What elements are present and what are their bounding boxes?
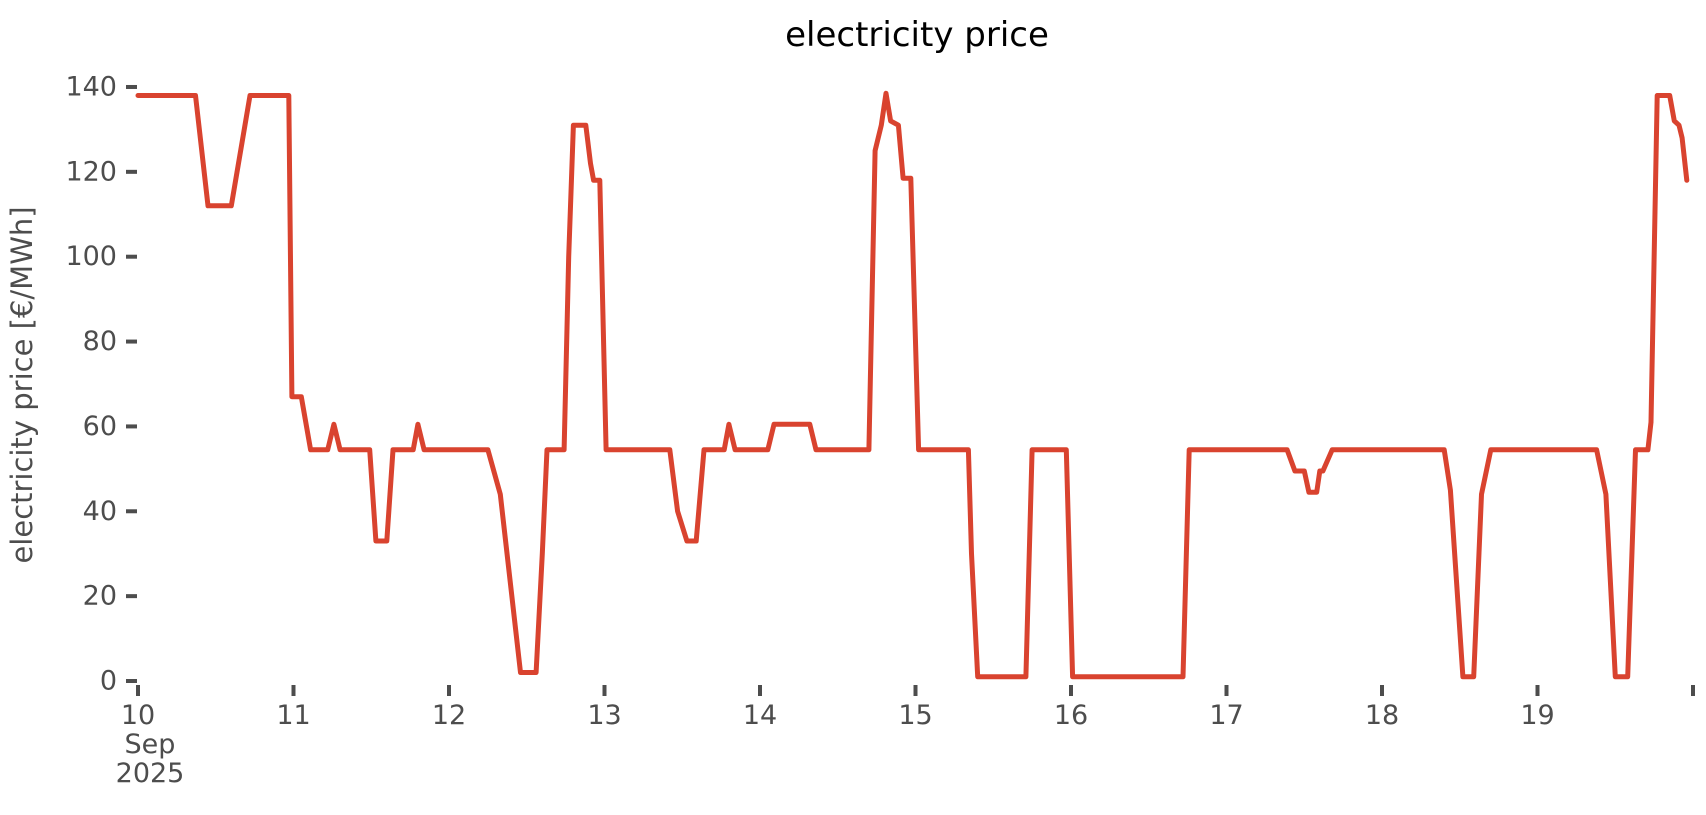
x-tick-label: 13 xyxy=(587,700,621,731)
x-axis-year-label: 2025 xyxy=(116,758,185,789)
x-tick-label: 17 xyxy=(1209,700,1243,731)
y-tick-label: 40 xyxy=(83,496,117,527)
x-tick-label: 10 xyxy=(121,700,155,731)
x-axis-month-label: Sep xyxy=(125,729,176,760)
y-tick-label: 120 xyxy=(65,156,117,187)
x-tick-label: 11 xyxy=(276,700,310,731)
y-axis-label: electricity price [€/MWh] xyxy=(5,206,39,563)
y-axis-ticks: 0 20 40 60 80 100 120 140 xyxy=(65,71,137,697)
x-tick-label: 19 xyxy=(1520,700,1554,731)
x-tick-label: 14 xyxy=(743,700,777,731)
x-tick-label: 12 xyxy=(432,700,466,731)
y-tick-label: 60 xyxy=(83,411,117,442)
y-tick-label: 0 xyxy=(100,666,117,697)
x-tick-label: 15 xyxy=(898,700,932,731)
chart-title: electricity price xyxy=(785,15,1049,55)
y-tick-label: 80 xyxy=(83,326,117,357)
x-tick-label: 18 xyxy=(1365,700,1399,731)
x-tick-label: 16 xyxy=(1054,700,1088,731)
y-tick-label: 140 xyxy=(65,71,117,102)
price-line-series xyxy=(135,90,1690,680)
y-tick-label: 20 xyxy=(83,581,117,612)
y-tick-label: 100 xyxy=(65,241,117,272)
